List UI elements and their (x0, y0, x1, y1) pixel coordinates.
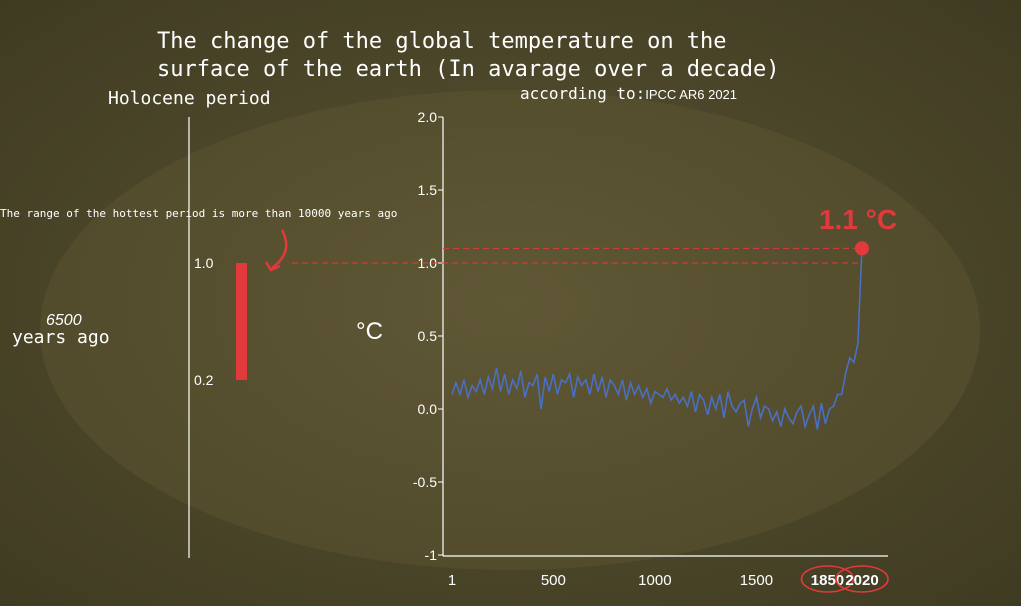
y-tick-label: -0.5 (413, 474, 437, 490)
subtitle-prefix: according to: (520, 84, 646, 103)
curved-arrow-icon (271, 229, 288, 270)
holocene-range-bar (236, 263, 247, 380)
subtitle-source: IPCC AR6 2021 (645, 87, 738, 102)
y-axis-unit: °C (356, 318, 383, 345)
endpoint-marker (855, 241, 869, 256)
chart-subtitle: according to:IPCC AR6 2021 (520, 84, 737, 103)
x-tick-label: 2020 (845, 572, 878, 589)
x-tick-highlight-circle (800, 565, 855, 593)
map-continent-shape (40, 90, 980, 570)
y-tick-label: 1.5 (418, 182, 438, 198)
y-tick-label: -1 (425, 547, 438, 563)
y-tick-label: 2.0 (418, 109, 438, 125)
annotation-label: 1.1 °C (819, 204, 897, 235)
temperature-series-line (451, 248, 863, 430)
x-tick-label: 1500 (740, 572, 773, 589)
holocene-tick-label: 1.0 (194, 255, 214, 271)
title-line-2: surface of the earth (In avarage over a … (157, 57, 780, 82)
holocene-tick-label: 0.2 (194, 372, 214, 388)
x-tick-label: 1 (448, 572, 456, 589)
arrow-head-icon (264, 261, 281, 272)
x-tick-highlight-circle (835, 565, 889, 593)
title-line-1: The change of the global temperature on … (157, 29, 727, 54)
y-tick-label: 0.0 (418, 401, 438, 417)
years-value: 6500 (46, 312, 82, 329)
x-tick-label: 500 (541, 572, 566, 589)
holocene-label: Holocene period (108, 88, 271, 109)
chart-title: The change of the global temperature on … (157, 28, 780, 84)
x-tick-label: 1850 (811, 572, 844, 589)
y-tick-label: 0.5 (418, 328, 438, 344)
years-label: years ago (12, 327, 110, 348)
range-note: The range of the hottest period is more … (0, 207, 398, 220)
x-tick-label: 1000 (638, 572, 671, 589)
